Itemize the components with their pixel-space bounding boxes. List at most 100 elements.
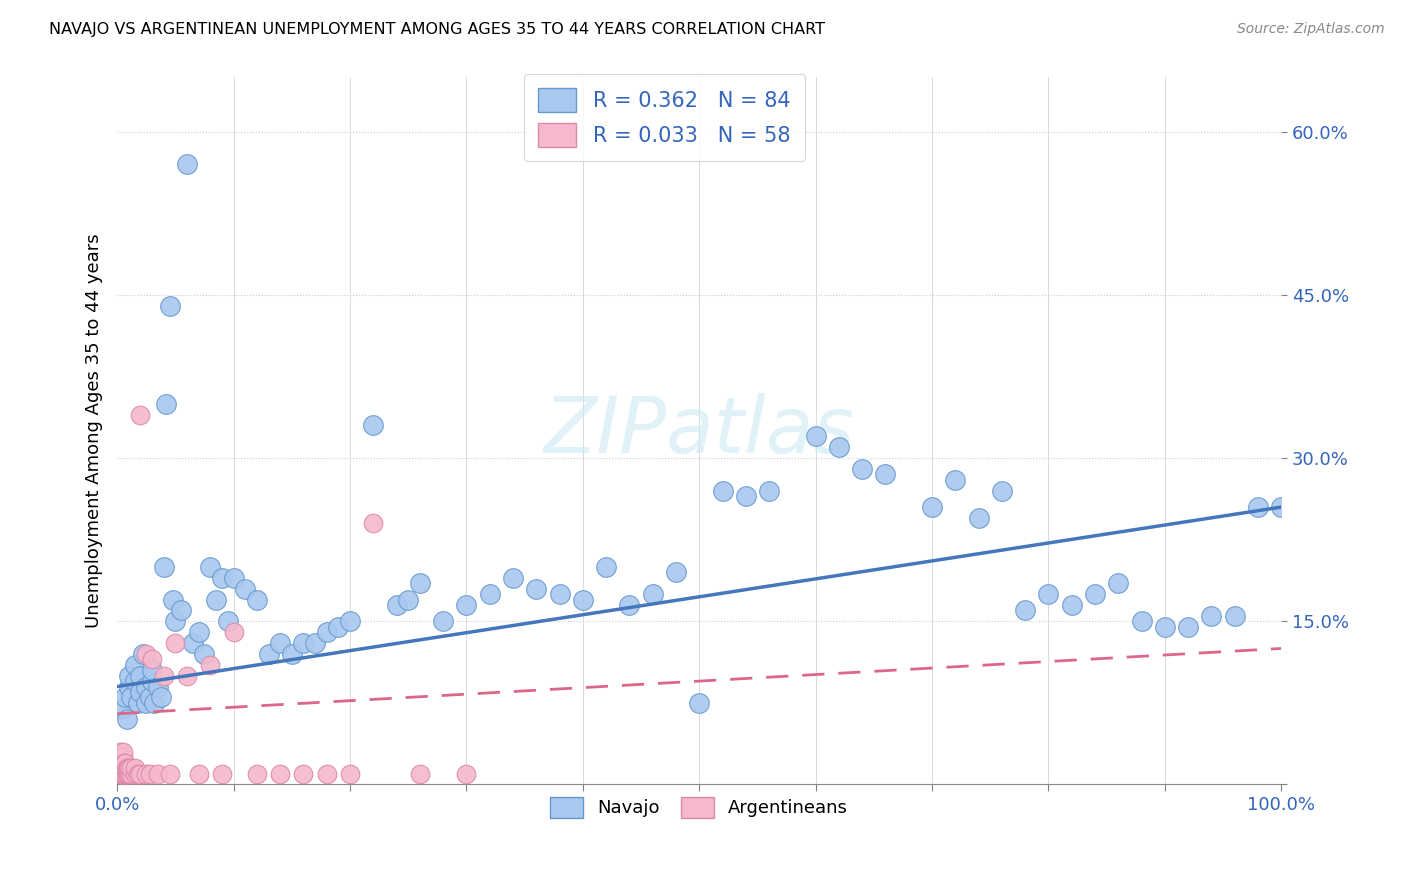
Point [1084,587,1107,601]
Point [211,766,233,780]
Point [141,674,163,689]
Text: NAVAJO VS ARGENTINEAN UNEMPLOYMENT AMONG AGES 35 TO 44 YEARS CORRELATION CHART: NAVAJO VS ARGENTINEAN UNEMPLOYMENT AMONG… [49,22,825,37]
Point [572,592,595,607]
Point [112,756,135,770]
Point [921,500,943,514]
Point [111,761,134,775]
Point [548,587,571,601]
Point [292,636,315,650]
Point [200,560,222,574]
Point [141,652,163,666]
Point [129,766,152,780]
Point [1247,500,1270,514]
Point [129,685,152,699]
Point [804,429,827,443]
Point [339,614,361,628]
Point [222,625,245,640]
Point [269,766,291,780]
Point [409,576,432,591]
Point [111,750,134,764]
Point [688,696,710,710]
Point [361,418,384,433]
Point [111,766,134,780]
Point [943,473,966,487]
Point [170,603,193,617]
Point [524,582,547,596]
Point [111,756,134,770]
Point [396,592,419,607]
Point [328,620,350,634]
Point [304,636,326,650]
Point [108,750,131,764]
Point [141,663,163,677]
Y-axis label: Unemployment Among Ages 35 to 44 years: Unemployment Among Ages 35 to 44 years [86,234,103,628]
Point [851,462,873,476]
Point [111,766,134,780]
Point [117,761,139,775]
Point [187,766,209,780]
Point [152,560,174,574]
Point [456,766,478,780]
Point [111,701,134,715]
Point [478,587,501,601]
Point [129,408,152,422]
Point [111,761,134,775]
Point [1130,614,1153,628]
Point [111,750,134,764]
Point [1153,620,1175,634]
Point [339,766,361,780]
Point [385,598,408,612]
Point [991,483,1014,498]
Point [112,761,135,775]
Point [233,582,256,596]
Point [246,766,269,780]
Point [315,625,337,640]
Point [129,668,152,682]
Point [257,647,280,661]
Point [152,668,174,682]
Point [432,614,454,628]
Point [315,766,337,780]
Point [146,766,169,780]
Point [361,516,384,531]
Text: ZIPatlas: ZIPatlas [544,393,855,469]
Point [112,766,135,780]
Point [150,690,173,705]
Point [595,560,617,574]
Point [118,766,141,780]
Point [111,756,134,770]
Point [135,766,157,780]
Point [111,745,134,759]
Point [193,647,215,661]
Point [120,761,142,775]
Text: Source: ZipAtlas.com: Source: ZipAtlas.com [1237,22,1385,37]
Point [135,680,157,694]
Point [108,766,131,780]
Point [108,745,131,759]
Point [967,511,990,525]
Point [146,680,169,694]
Point [187,625,209,640]
Point [162,592,184,607]
Point [502,571,524,585]
Point [1107,576,1129,591]
Point [1270,500,1292,514]
Point [114,761,136,775]
Point [734,489,756,503]
Point [176,668,198,682]
Point [110,750,132,764]
Point [115,712,138,726]
Legend: Navajo, Argentineans: Navajo, Argentineans [543,789,855,825]
Point [619,598,641,612]
Point [124,657,146,672]
Point [159,299,181,313]
Point [120,766,142,780]
Point [246,592,269,607]
Point [124,761,146,775]
Point [222,571,245,585]
Point [1060,598,1083,612]
Point [665,566,688,580]
Point [200,657,222,672]
Point [1177,620,1199,634]
Point [108,761,131,775]
